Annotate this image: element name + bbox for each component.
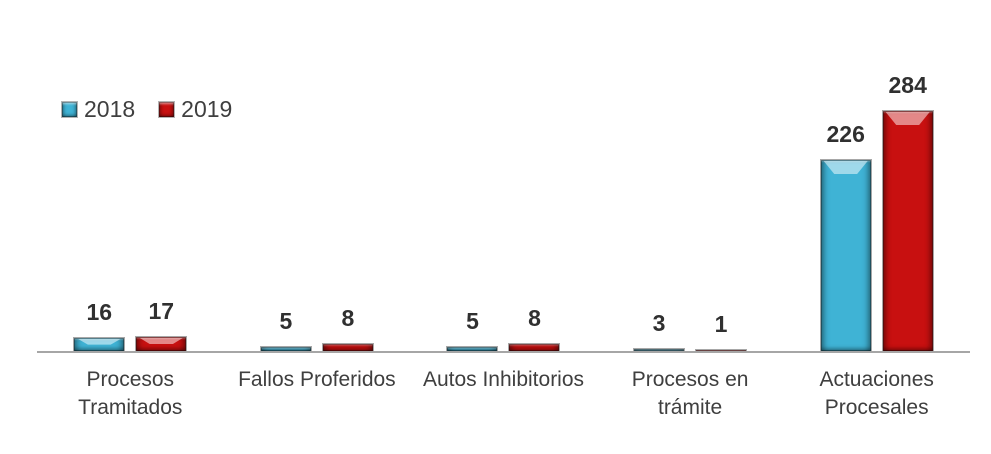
bar-slot: 3 (634, 310, 685, 351)
value-label-2019: 17 (148, 297, 175, 324)
bar-bevel-highlight (885, 112, 930, 125)
legend-label-2019: 2019 (181, 96, 233, 122)
bar-group: 226 284 (783, 0, 970, 351)
bar-slot: 5 (447, 308, 498, 351)
category-label: Procesos Tramitados (78, 368, 183, 420)
bar-2019 (322, 344, 373, 351)
bar-slot: 8 (322, 305, 373, 351)
bar-bevel-highlight (139, 337, 184, 345)
category-label: Procesos en trámite (631, 368, 749, 420)
bar-2018 (74, 337, 125, 351)
bar-bevel-highlight (823, 161, 868, 174)
value-label-2019: 284 (888, 72, 927, 98)
value-label-2019: 8 (341, 305, 355, 332)
bar-2019 (882, 111, 933, 351)
legend-item-2018: 2018 (62, 96, 135, 123)
legend-item-2019: 2019 (159, 96, 232, 123)
value-label-2018: 5 (279, 307, 293, 334)
value-label-2018: 5 (466, 307, 479, 334)
category-label: Autos Inhibitorios (422, 368, 585, 391)
legend-swatch-2019-icon (159, 102, 175, 117)
bar-group: 16 17 (37, 0, 224, 351)
category-labels: Procesos Tramitados Fallos Proferidos Auto… (37, 366, 970, 423)
bar-2018 (820, 160, 871, 351)
bar-slot: 16 (74, 299, 125, 351)
bar-2018 (260, 346, 311, 351)
bar-slot: 284 (882, 72, 933, 351)
category-label: Fallos Proferidos (238, 368, 396, 391)
category-label: Actuaciones Procesales (819, 368, 934, 420)
x-axis-line (37, 351, 970, 353)
value-label-2018: 16 (86, 298, 113, 325)
bar-2019 (509, 344, 560, 351)
bar-2018 (634, 348, 685, 351)
bar-2019 (696, 349, 747, 351)
bar-slot: 5 (260, 308, 311, 351)
legend: 2018 2019 (62, 96, 232, 123)
bar-slot: 17 (136, 298, 187, 351)
bar-slot: 8 (509, 305, 560, 351)
value-label-2018: 226 (826, 121, 865, 147)
bar-bevel-highlight (77, 338, 122, 345)
legend-label-2018: 2018 (84, 96, 136, 122)
value-label-2018: 3 (652, 309, 666, 336)
bar-2018 (447, 346, 498, 351)
value-label-2019: 8 (528, 305, 541, 332)
legend-swatch-2018-icon (62, 102, 77, 117)
bar-slot: 1 (696, 311, 747, 351)
plot-area: 16 17 5 8 5 8 3 1 226 284 (37, 0, 970, 351)
value-label-2019: 1 (714, 310, 728, 337)
bar-2019 (136, 336, 187, 351)
bar-slot: 226 (820, 121, 871, 351)
